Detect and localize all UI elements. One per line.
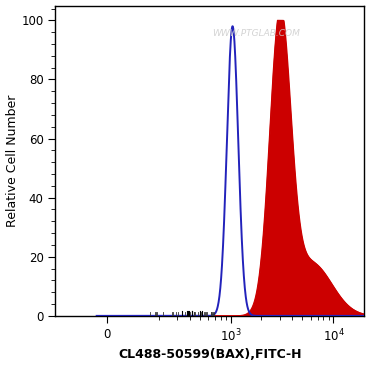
X-axis label: CL488-50599(BAX),FITC-H: CL488-50599(BAX),FITC-H: [118, 348, 302, 361]
Y-axis label: Relative Cell Number: Relative Cell Number: [6, 95, 18, 227]
Text: WWW.PTGLAB.COM: WWW.PTGLAB.COM: [212, 29, 300, 38]
